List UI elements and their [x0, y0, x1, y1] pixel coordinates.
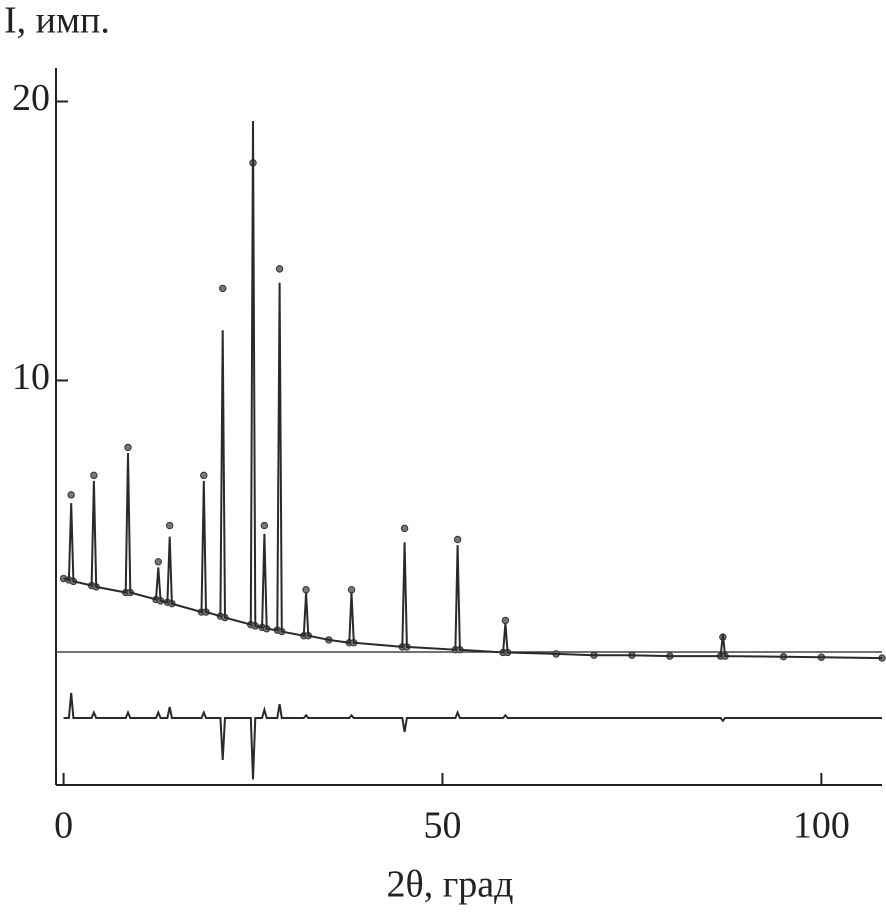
- observed-point: [347, 586, 356, 594]
- observed-point: [90, 471, 98, 480]
- observed-point: [453, 535, 462, 544]
- y-tick-label: 20: [12, 77, 50, 119]
- observed-point: [219, 284, 227, 293]
- observed-point: [124, 443, 132, 452]
- observed-point: [165, 521, 174, 530]
- x-tick-label: 50: [423, 805, 461, 847]
- observed-point: [400, 524, 409, 533]
- observed-point: [501, 616, 510, 625]
- observed-point: [260, 521, 269, 530]
- y-tick-label: 10: [12, 356, 50, 398]
- observed-point: [275, 265, 284, 273]
- observed-point: [200, 471, 208, 480]
- y-axis-label: I, имп.: [4, 0, 110, 42]
- observed-point: [67, 491, 75, 499]
- observed-point: [154, 558, 163, 566]
- x-axis-label: 2θ, град: [387, 864, 514, 906]
- observed-point: [302, 586, 310, 594]
- series-line: [63, 692, 882, 780]
- series-line: [63, 120, 883, 660]
- x-tick-label: 0: [54, 805, 73, 847]
- x-tick-label: 100: [793, 805, 850, 847]
